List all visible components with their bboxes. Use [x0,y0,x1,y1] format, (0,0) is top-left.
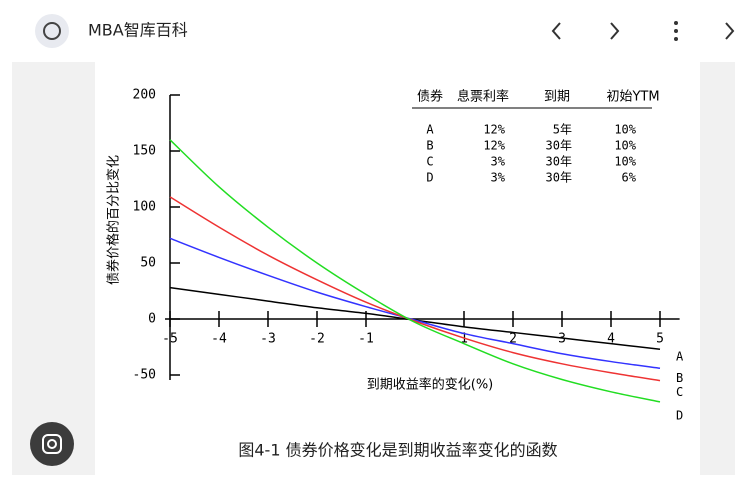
y-tick-label: 50 [140,256,156,271]
series-line [169,196,661,382]
table-cell: 12% [483,123,505,137]
table-cell: 10% [614,123,636,137]
back-button[interactable] [551,22,561,40]
series-label: D [676,408,683,422]
table-cell: A [426,123,434,137]
globe [43,22,61,40]
series-label: A [676,350,684,364]
y-tick-label: 150 [133,144,156,159]
table-header: 债券 [417,89,443,105]
close-button[interactable] [725,22,735,40]
y-axis-label: 债券价格的百分比变化 [106,155,122,285]
x-tick-label: 3 [558,332,566,347]
x-tick-label: -4 [211,332,227,347]
table-header: 息票利率 [457,89,509,105]
table-cell: 6% [622,171,637,185]
top-bar [0,0,735,62]
table-cell: C [426,155,433,169]
table-cell: B [426,139,433,153]
x-axis-label: 到期收益率的变化(%) [367,377,494,393]
lens-button[interactable] [30,422,74,466]
y-tick-label: -50 [133,368,156,383]
x-tick-label: -5 [162,332,178,347]
table-cell: 30年 [546,139,572,153]
table-cell: 5年 [553,123,572,137]
x-tick-label: 5 [656,332,664,347]
table-cell: D [426,171,433,185]
x-tick-label: 1 [460,332,468,347]
lens-icon [42,434,62,454]
forward-button[interactable] [610,22,620,40]
series-line [169,139,661,403]
x-tick-label: -3 [260,332,276,347]
y-tick-label: 200 [133,88,156,103]
table-cell: 30年 [546,171,572,185]
table-header: 初始YTM [606,90,659,105]
series-label: B [676,371,683,385]
x-tick-label: 2 [509,332,517,347]
x-tick-label: 4 [607,332,615,347]
table-cell: 3% [491,155,506,169]
series-label: C [676,385,683,399]
table-cell: 12% [483,139,505,153]
chart-image [95,62,700,475]
x-tick-label: -1 [358,332,374,347]
series-line [169,237,661,370]
table-cell: 30年 [546,155,572,169]
table-cell: 10% [614,139,636,153]
lens-dot [47,439,57,449]
menu-button[interactable] [674,21,678,41]
x-tick-label: -2 [309,332,325,347]
site-title: MBA智库百科 [88,21,188,40]
table-header: 到期 [544,90,570,105]
site-icon[interactable] [35,14,69,48]
chart: -50 0 50 100 150 200 -5 -4 -3 -2 -1 1 2 3 4 5 债券价格的百分比变化… [106,88,685,423]
table-cell: 10% [614,155,636,169]
table-cell: 3% [491,171,506,185]
y-tick-label: 0 [148,312,156,327]
y-tick-label: 100 [133,200,156,215]
caption: 图4-1 债券价格变化是到期收益率变化的函数 [238,441,557,460]
